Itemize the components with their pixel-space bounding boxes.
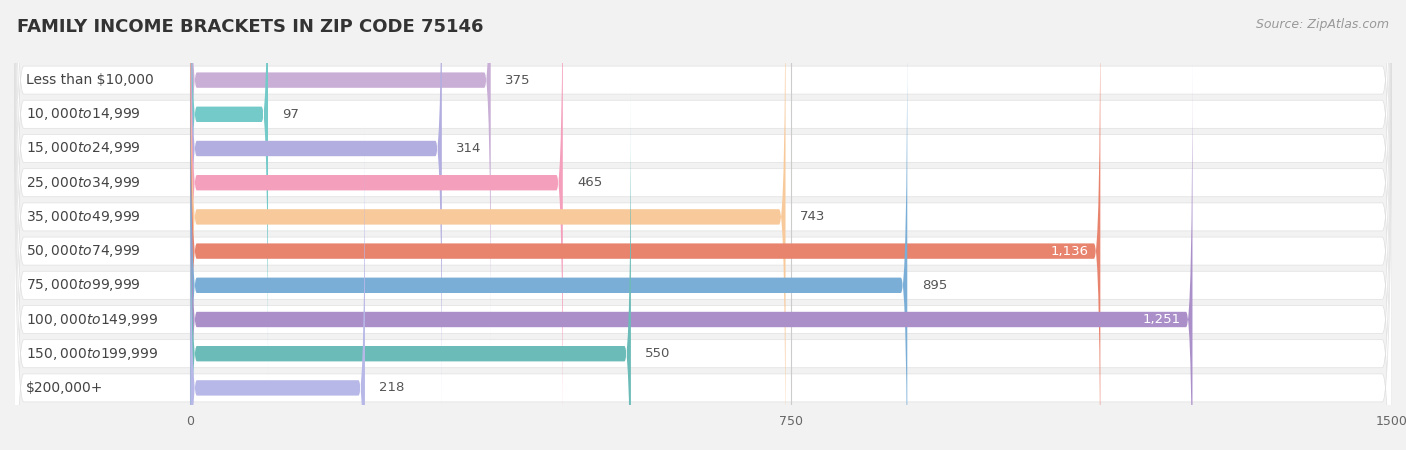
FancyBboxPatch shape xyxy=(14,0,1392,450)
FancyBboxPatch shape xyxy=(190,0,562,449)
FancyBboxPatch shape xyxy=(190,19,907,450)
Text: $200,000+: $200,000+ xyxy=(27,381,104,395)
FancyBboxPatch shape xyxy=(190,0,491,346)
FancyBboxPatch shape xyxy=(14,0,1392,450)
Text: 97: 97 xyxy=(283,108,299,121)
FancyBboxPatch shape xyxy=(14,0,1392,450)
Text: $75,000 to $99,999: $75,000 to $99,999 xyxy=(27,277,141,293)
FancyBboxPatch shape xyxy=(14,0,1392,450)
Text: 465: 465 xyxy=(578,176,603,189)
FancyBboxPatch shape xyxy=(14,0,1392,450)
Text: $25,000 to $34,999: $25,000 to $34,999 xyxy=(27,175,141,191)
FancyBboxPatch shape xyxy=(190,122,366,450)
Text: Source: ZipAtlas.com: Source: ZipAtlas.com xyxy=(1256,18,1389,31)
FancyBboxPatch shape xyxy=(14,0,1392,450)
Text: 550: 550 xyxy=(645,347,671,360)
FancyBboxPatch shape xyxy=(190,0,786,450)
Text: 375: 375 xyxy=(505,74,530,86)
Text: FAMILY INCOME BRACKETS IN ZIP CODE 75146: FAMILY INCOME BRACKETS IN ZIP CODE 75146 xyxy=(17,18,484,36)
FancyBboxPatch shape xyxy=(190,54,1192,450)
Text: $150,000 to $199,999: $150,000 to $199,999 xyxy=(27,346,159,362)
FancyBboxPatch shape xyxy=(14,0,1392,450)
Text: 1,136: 1,136 xyxy=(1050,245,1088,257)
Text: 743: 743 xyxy=(800,211,825,223)
FancyBboxPatch shape xyxy=(14,0,1392,450)
Text: 895: 895 xyxy=(922,279,948,292)
Text: 314: 314 xyxy=(457,142,482,155)
FancyBboxPatch shape xyxy=(14,0,1392,450)
Text: $15,000 to $24,999: $15,000 to $24,999 xyxy=(27,140,141,157)
Text: $100,000 to $149,999: $100,000 to $149,999 xyxy=(27,311,159,328)
Text: $35,000 to $49,999: $35,000 to $49,999 xyxy=(27,209,141,225)
Text: $10,000 to $14,999: $10,000 to $14,999 xyxy=(27,106,141,122)
Text: 1,251: 1,251 xyxy=(1142,313,1181,326)
Text: $50,000 to $74,999: $50,000 to $74,999 xyxy=(27,243,141,259)
FancyBboxPatch shape xyxy=(14,0,1392,450)
Text: 218: 218 xyxy=(380,382,405,394)
FancyBboxPatch shape xyxy=(190,0,1101,450)
Text: Less than $10,000: Less than $10,000 xyxy=(27,73,153,87)
FancyBboxPatch shape xyxy=(190,88,631,450)
FancyBboxPatch shape xyxy=(190,0,441,414)
FancyBboxPatch shape xyxy=(190,0,269,380)
